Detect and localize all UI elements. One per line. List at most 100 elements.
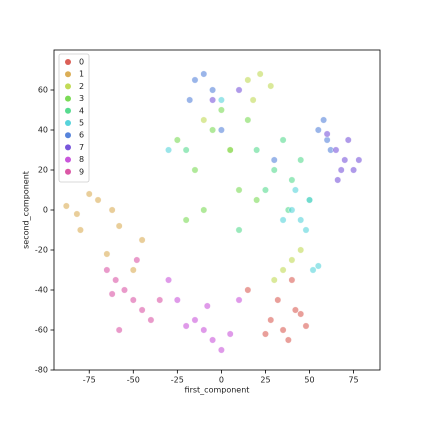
point [182, 322, 190, 330]
legend-marker [65, 107, 71, 114]
legend-label: 7 [79, 143, 84, 152]
x-tick-label: -25 [171, 376, 184, 385]
point [253, 146, 261, 154]
x-tick-label: 50 [304, 376, 314, 385]
point [235, 186, 243, 194]
point [292, 186, 299, 194]
point [108, 206, 116, 214]
x-tick-label: 75 [348, 376, 358, 385]
x-tick-label: -75 [83, 376, 96, 385]
point [270, 156, 278, 164]
legend-marker [65, 132, 71, 139]
point [323, 136, 331, 144]
point [200, 326, 208, 334]
point [235, 226, 243, 234]
point [288, 176, 296, 184]
legend-marker [65, 168, 71, 175]
point [94, 196, 102, 204]
point [209, 126, 216, 134]
point [191, 166, 199, 174]
point [355, 156, 363, 164]
point [320, 116, 328, 124]
point [209, 96, 216, 104]
legend-marker [65, 71, 71, 78]
point [274, 296, 282, 304]
point [350, 166, 357, 174]
point [200, 70, 208, 78]
y-tick-label: 0 [43, 206, 48, 215]
point [323, 130, 331, 138]
point [73, 210, 81, 218]
point [244, 116, 252, 124]
point [279, 266, 287, 274]
point [133, 256, 141, 264]
point [332, 146, 340, 154]
point [337, 166, 345, 174]
legend-label: 9 [79, 167, 84, 176]
legend-label: 8 [79, 155, 84, 164]
legend-label: 4 [79, 106, 84, 115]
point [138, 236, 146, 244]
point [249, 96, 257, 104]
y-tick-label: 60 [38, 86, 48, 95]
legend-marker [65, 120, 71, 126]
point [182, 146, 190, 154]
y-tick-label: -40 [35, 286, 48, 295]
x-tick-label: 25 [260, 376, 270, 385]
y-tick-label: -60 [35, 326, 48, 335]
point [165, 146, 172, 154]
point [129, 266, 137, 274]
legend-label: 5 [79, 119, 84, 128]
point [191, 76, 199, 84]
legend-label: 0 [79, 58, 84, 67]
point [270, 276, 278, 284]
point [262, 330, 269, 338]
point [103, 266, 111, 274]
point [306, 196, 313, 204]
legend-marker [65, 95, 71, 102]
point [129, 296, 137, 304]
point [173, 296, 181, 304]
point [218, 106, 225, 114]
point [62, 202, 70, 210]
point [341, 156, 349, 164]
point [262, 186, 269, 194]
legend-label: 6 [79, 131, 84, 140]
legend-label: 3 [79, 94, 84, 103]
point [108, 290, 116, 298]
point [253, 196, 261, 204]
point [115, 222, 123, 230]
point [302, 322, 310, 330]
legend-marker [65, 83, 71, 90]
point [244, 76, 252, 84]
point [218, 346, 225, 354]
x-tick-label: 0 [219, 376, 224, 385]
point [218, 126, 225, 134]
point [267, 316, 275, 324]
point [138, 306, 146, 314]
point [218, 96, 225, 104]
y-tick-label: 40 [38, 126, 48, 135]
point [314, 126, 322, 134]
legend-label: 2 [79, 82, 84, 91]
point [182, 216, 190, 224]
point [200, 206, 208, 214]
point [288, 206, 296, 214]
x-tick-label: -50 [127, 376, 140, 385]
point [121, 286, 128, 294]
point [334, 176, 342, 184]
x-axis-label: first_component [185, 386, 250, 395]
point [235, 296, 243, 304]
point [173, 136, 181, 144]
point [191, 316, 199, 324]
point [203, 302, 211, 310]
point [226, 146, 234, 154]
point [209, 336, 216, 344]
point [297, 246, 305, 254]
legend-label: 1 [79, 70, 84, 79]
point [267, 82, 275, 90]
point [270, 166, 278, 174]
point [226, 330, 234, 338]
point [279, 216, 287, 224]
